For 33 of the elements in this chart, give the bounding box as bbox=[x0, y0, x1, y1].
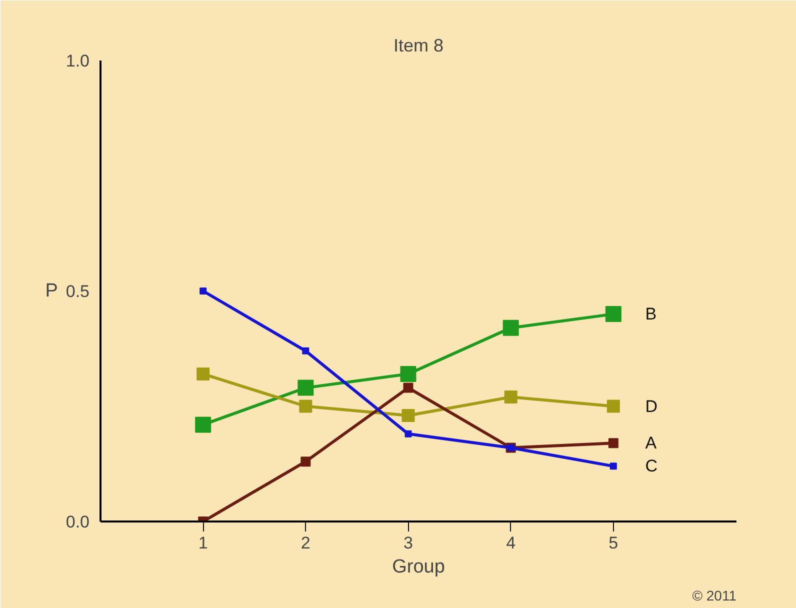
y-tick-label: 0.0 bbox=[66, 512, 90, 532]
point bbox=[605, 306, 622, 322]
point bbox=[400, 366, 416, 382]
point bbox=[195, 416, 212, 433]
x-tick-label: 1 bbox=[198, 534, 208, 552]
point bbox=[298, 380, 314, 396]
point bbox=[299, 400, 312, 413]
series-label: B bbox=[645, 304, 657, 324]
point bbox=[300, 456, 311, 467]
x-tick-label: 5 bbox=[608, 534, 618, 552]
text: © 2011 bbox=[692, 588, 737, 604]
series-label: D bbox=[645, 396, 658, 416]
point bbox=[302, 347, 310, 354]
point bbox=[504, 390, 518, 404]
point bbox=[200, 288, 207, 294]
point bbox=[403, 382, 414, 393]
y-axis-title: P bbox=[45, 280, 58, 302]
point bbox=[610, 462, 617, 470]
point bbox=[608, 438, 618, 448]
x-axis-title: Group bbox=[392, 556, 445, 578]
point bbox=[502, 320, 519, 336]
x-tick-label: 2 bbox=[300, 534, 310, 552]
point bbox=[402, 408, 415, 422]
point bbox=[404, 430, 412, 438]
y-tick-label: 1.0 bbox=[66, 52, 90, 70]
x-tick-label: 4 bbox=[506, 534, 516, 552]
chart-title: Item 8 bbox=[393, 36, 444, 56]
x-tick-label: 3 bbox=[404, 534, 413, 552]
y-tick-label: 0.5 bbox=[66, 282, 90, 301]
point bbox=[606, 400, 620, 413]
series-label: A bbox=[645, 434, 658, 453]
point bbox=[196, 367, 210, 380]
series-label: C bbox=[645, 456, 658, 476]
